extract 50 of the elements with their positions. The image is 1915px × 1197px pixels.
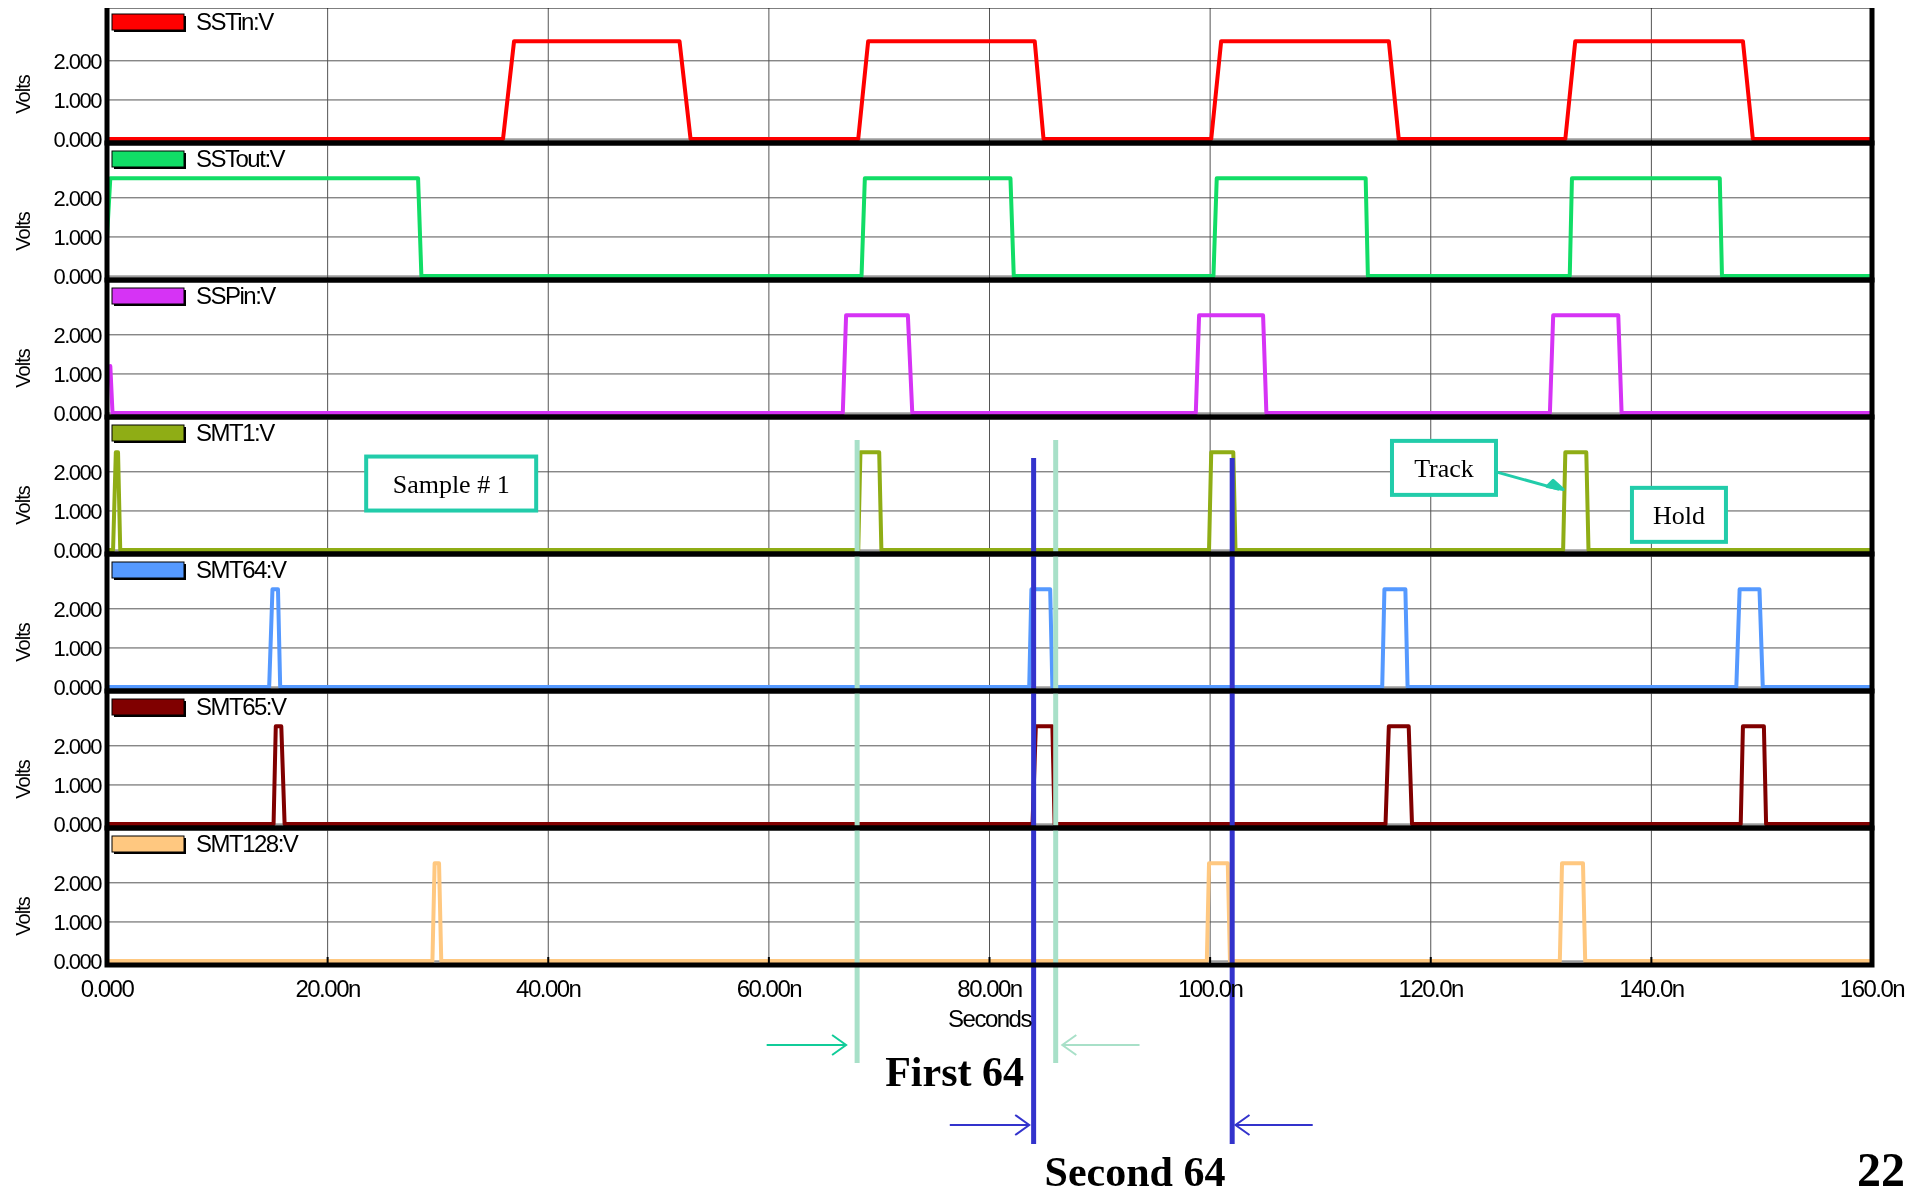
y-tick-label: 2.000 — [53, 870, 103, 896]
legend-label: SSTout:V — [196, 145, 286, 172]
legend-label: SMT65:V — [196, 693, 288, 720]
x-tick-label: 120.0n — [1398, 975, 1464, 1002]
legend-label: SMT64:V — [196, 556, 288, 583]
y-tick-label: 1.000 — [53, 635, 103, 661]
text: 22 — [1857, 1143, 1905, 1196]
y-axis-title: Volts — [12, 74, 34, 114]
y-tick-label: 0.000 — [53, 537, 103, 563]
y-tick-label: 0.000 — [53, 263, 103, 289]
y-tick-label: 2.000 — [53, 185, 103, 211]
y-tick-label: 0.000 — [53, 400, 103, 426]
annotation: Sample # 1 — [392, 469, 510, 499]
y-tick-label: 2.000 — [53, 733, 103, 759]
x-tick-label: 80.00n — [957, 975, 1022, 1002]
x-tick-label: 60.00n — [736, 975, 802, 1002]
legend-label: SSPin:V — [196, 282, 277, 309]
y-axis-title: Volts — [12, 622, 34, 662]
x-tick-label: 40.00n — [516, 975, 581, 1002]
text: First 64 — [885, 1049, 1024, 1095]
y-tick-label: 2.000 — [53, 596, 103, 622]
annotation: Track — [1414, 453, 1474, 483]
y-axis-title: Volts — [12, 485, 34, 525]
y-axis-title: Volts — [12, 348, 34, 388]
y-tick-label: 1.000 — [53, 224, 103, 250]
y-tick-label: 1.000 — [53, 87, 103, 113]
y-axis-title: Volts — [12, 896, 34, 936]
y-tick-label: 0.000 — [53, 126, 103, 152]
y-tick-label: 0.000 — [53, 948, 103, 974]
legend-label: SMT128:V — [196, 830, 299, 857]
y-tick-label: 2.000 — [53, 459, 103, 485]
y-tick-label: 1.000 — [53, 909, 103, 935]
y-tick-label: 2.000 — [53, 322, 103, 348]
x-axis-title: Seconds — [948, 1005, 1033, 1032]
text: Second 64 — [1044, 1149, 1226, 1195]
legend-label: SMT1:V — [196, 419, 276, 446]
legend-label: SSTin:V — [196, 8, 275, 35]
y-tick-label: 1.000 — [53, 361, 103, 387]
x-tick-label: 140.0n — [1619, 975, 1684, 1002]
y-tick-label: 2.000 — [53, 48, 103, 74]
y-tick-label: 0.000 — [53, 674, 103, 700]
x-tick-label: 160.0n — [1839, 975, 1905, 1002]
y-tick-label: 0.000 — [53, 811, 103, 837]
y-tick-label: 1.000 — [53, 498, 103, 524]
y-tick-label: 1.000 — [53, 772, 103, 798]
y-axis-title: Volts — [12, 759, 34, 799]
annotation: Hold — [1652, 500, 1705, 530]
x-tick-label: 20.00n — [295, 975, 360, 1002]
x-tick-label: 0.000 — [80, 975, 135, 1002]
y-axis-title: Volts — [12, 211, 34, 251]
